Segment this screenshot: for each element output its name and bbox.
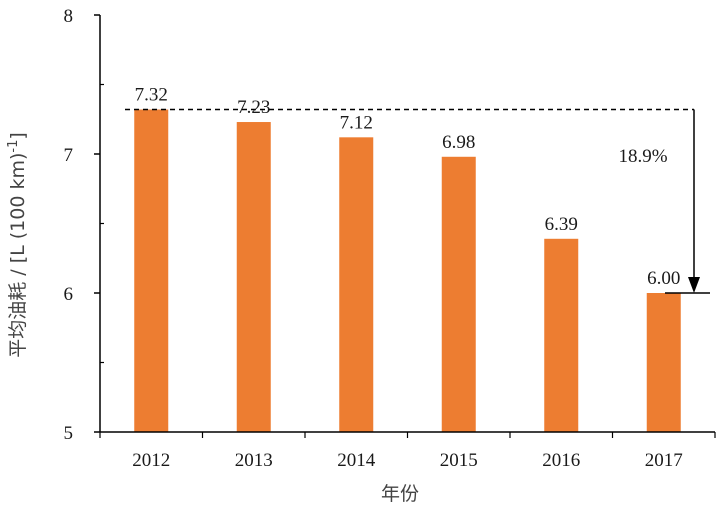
y-axis-title-close: ] xyxy=(7,132,29,139)
x-tick-label-2016: 2016 xyxy=(542,450,580,471)
y-axis-title: 平均油耗 / [L (100 km)-1] xyxy=(6,132,29,358)
bar-2013 xyxy=(236,122,271,432)
reduction-annotation: 18.9% xyxy=(125,108,710,294)
reduction-arrowhead xyxy=(688,277,700,293)
bar-2014 xyxy=(339,137,374,432)
x-tick-label-2013: 2013 xyxy=(235,450,273,471)
y-axis-title-superscript: -1 xyxy=(6,140,21,153)
x-axis-title: 年份 xyxy=(381,483,419,505)
data-label-2012: 7.32 xyxy=(135,85,168,106)
bar-2012 xyxy=(134,109,169,433)
data-label-2016: 6.39 xyxy=(545,214,578,235)
x-tick-label-2014: 2014 xyxy=(337,450,376,471)
data-label-2013: 7.23 xyxy=(237,97,270,118)
y-tick-label-7: 7 xyxy=(64,145,74,166)
y-tick-label-6: 6 xyxy=(64,284,74,305)
x-tick-label-2015: 2015 xyxy=(440,450,478,471)
bar-2017 xyxy=(646,293,681,432)
y-tick-label-5: 5 xyxy=(64,423,74,444)
data-label-2015: 6.98 xyxy=(442,132,475,153)
bar-2016 xyxy=(544,238,579,432)
y-axis-title-main: 平均油耗 / [L (100 km) xyxy=(7,153,29,358)
axes-group xyxy=(94,14,716,438)
bars-group xyxy=(134,109,681,433)
labels-group: 7.32 2012 7.23 2013 7.12 2014 6.98 2015 6.39 2016… xyxy=(64,6,683,471)
bar-2015 xyxy=(441,156,476,432)
data-label-2017: 6.00 xyxy=(647,268,680,289)
y-tick-label-8: 8 xyxy=(64,6,74,27)
x-tick-label-2017: 2017 xyxy=(645,450,683,471)
data-label-2014: 7.12 xyxy=(340,112,373,133)
reduction-percentage-label: 18.9% xyxy=(618,146,667,167)
x-tick-label-2012: 2012 xyxy=(132,450,170,471)
